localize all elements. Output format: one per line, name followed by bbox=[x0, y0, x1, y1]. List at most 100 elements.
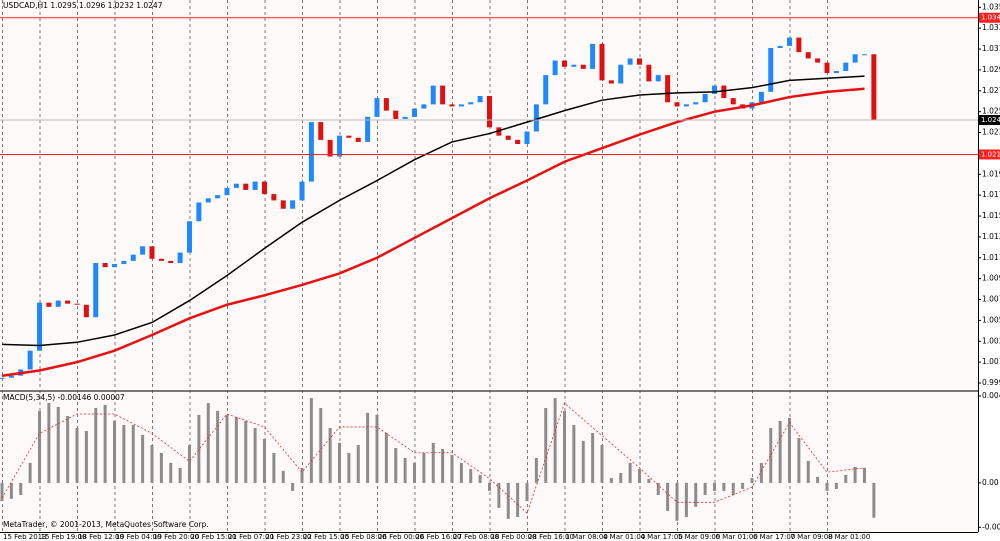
macd-bar bbox=[347, 452, 351, 483]
y-tick-label: 1.0075 bbox=[982, 295, 1000, 304]
candle bbox=[683, 104, 689, 107]
signal-line bbox=[1, 402, 865, 514]
macd-title: MACD(5,34,5) -0.00146 0.00007 bbox=[3, 393, 125, 402]
macd-bar bbox=[863, 467, 866, 483]
macd-bar bbox=[188, 445, 191, 483]
macd-bar bbox=[731, 482, 735, 495]
macd-bar bbox=[244, 420, 248, 483]
macd-bar bbox=[619, 473, 623, 483]
macd-bar bbox=[328, 428, 332, 483]
macd-bar bbox=[66, 415, 70, 483]
candle bbox=[852, 54, 858, 63]
candle bbox=[27, 350, 33, 370]
candle bbox=[824, 62, 830, 74]
candle bbox=[796, 37, 802, 53]
macd-bar bbox=[628, 462, 632, 483]
macd-bar bbox=[431, 442, 435, 483]
candle bbox=[83, 304, 89, 318]
macd-bar bbox=[478, 474, 482, 483]
level-label: 1.0214 bbox=[981, 150, 1000, 158]
y-tick-label: 1.0175 bbox=[982, 190, 1000, 199]
candle bbox=[318, 122, 324, 140]
footer: MetaTrader, © 2001-2013, MetaQuotes Soft… bbox=[3, 520, 209, 529]
macd-bar bbox=[591, 432, 595, 483]
macd-bar bbox=[525, 482, 529, 502]
macd-bar bbox=[497, 482, 501, 508]
candle bbox=[833, 70, 839, 74]
macd-bar bbox=[403, 457, 407, 483]
candle bbox=[815, 58, 821, 63]
candle bbox=[458, 104, 464, 107]
candle bbox=[55, 300, 61, 307]
macd-bar bbox=[150, 445, 154, 483]
candle bbox=[655, 75, 661, 82]
macd-bar bbox=[413, 462, 416, 483]
macd-bar bbox=[759, 462, 763, 483]
time-label: 22 Feb 15:00 bbox=[303, 533, 349, 541]
time-label: 4 Mar 17:00 bbox=[641, 533, 683, 541]
y-tick-label: 1.0055 bbox=[982, 315, 1000, 324]
y-tick-label: 1.0235 bbox=[982, 128, 1000, 137]
candle bbox=[580, 64, 586, 69]
macd-bar bbox=[506, 482, 510, 519]
macd-bar bbox=[534, 457, 538, 483]
candle bbox=[646, 64, 652, 82]
macd-bar bbox=[113, 420, 116, 483]
candle bbox=[608, 80, 614, 84]
time-label: 20 Feb 15:00 bbox=[191, 533, 237, 541]
time-label: 28 Feb 16:00 bbox=[528, 533, 574, 541]
price-panel bbox=[0, 0, 978, 390]
macd-bar bbox=[872, 482, 876, 518]
candle bbox=[449, 104, 455, 107]
y-tick-label: 1.0295 bbox=[982, 65, 1000, 74]
y-tick-label: 1.0115 bbox=[982, 253, 1000, 262]
macd-bar bbox=[797, 437, 801, 483]
y-tick-label: -0.00206 bbox=[982, 522, 1000, 531]
macd-bar bbox=[666, 482, 670, 511]
candle bbox=[871, 54, 877, 121]
macd-bar bbox=[581, 440, 585, 483]
candle bbox=[637, 58, 642, 65]
time-label: 26 Feb 00:00 bbox=[378, 533, 424, 541]
candle bbox=[777, 45, 783, 49]
time-label: 28 Feb 00:00 bbox=[491, 533, 537, 541]
macd-bar bbox=[563, 411, 566, 483]
level-label: 1.0345 bbox=[981, 14, 1000, 22]
macd-bar bbox=[553, 398, 557, 483]
macd-bar bbox=[356, 445, 360, 483]
candle bbox=[430, 85, 436, 105]
candle bbox=[505, 135, 511, 140]
time-label: 15 Feb 2013 bbox=[3, 533, 47, 541]
candle bbox=[768, 48, 774, 92]
macd-bar bbox=[319, 408, 323, 483]
macd-bar bbox=[609, 477, 613, 483]
candle bbox=[215, 195, 221, 199]
time-label: 19 Feb 20:00 bbox=[153, 533, 199, 541]
macd-bar bbox=[272, 452, 276, 483]
macd-bar bbox=[206, 403, 210, 483]
macd-bar bbox=[300, 467, 304, 483]
candle bbox=[290, 200, 296, 209]
candle bbox=[393, 110, 399, 119]
macd-bar bbox=[778, 420, 782, 483]
time-label: 21 Feb 23:00 bbox=[266, 533, 312, 541]
candle bbox=[627, 58, 633, 65]
y-tick-label: 1.0195 bbox=[982, 169, 1000, 178]
macd-bar bbox=[572, 425, 576, 483]
candle bbox=[243, 183, 249, 190]
moving-average bbox=[1, 75, 865, 347]
y-tick-label: 0.00 bbox=[982, 478, 999, 487]
candle bbox=[524, 131, 530, 145]
macd-bar bbox=[750, 477, 754, 483]
candle bbox=[196, 202, 202, 222]
macd-bar bbox=[84, 431, 88, 483]
macd-bar bbox=[741, 482, 745, 489]
macd-panel bbox=[0, 392, 978, 532]
macd-bar bbox=[131, 425, 135, 483]
candle bbox=[618, 64, 624, 84]
candle bbox=[262, 181, 267, 195]
macd-bar bbox=[694, 482, 698, 507]
moving-average bbox=[1, 87, 865, 377]
